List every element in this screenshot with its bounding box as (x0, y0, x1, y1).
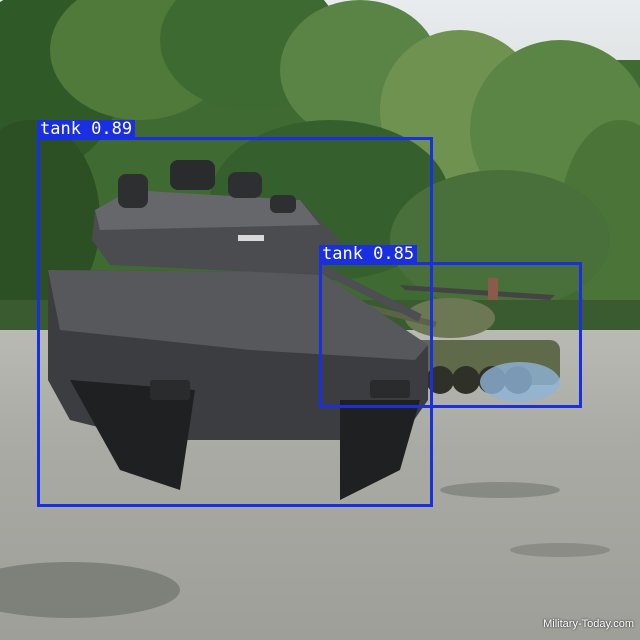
detection-label-2: tank 0.85 (319, 245, 418, 264)
watermark: Military-Today.com (543, 618, 634, 630)
detection-box-1 (37, 137, 433, 507)
second-tank (328, 278, 560, 402)
main-tank (48, 160, 428, 500)
detection-box-2 (319, 262, 582, 408)
detection-label-1: tank 0.89 (37, 120, 136, 139)
